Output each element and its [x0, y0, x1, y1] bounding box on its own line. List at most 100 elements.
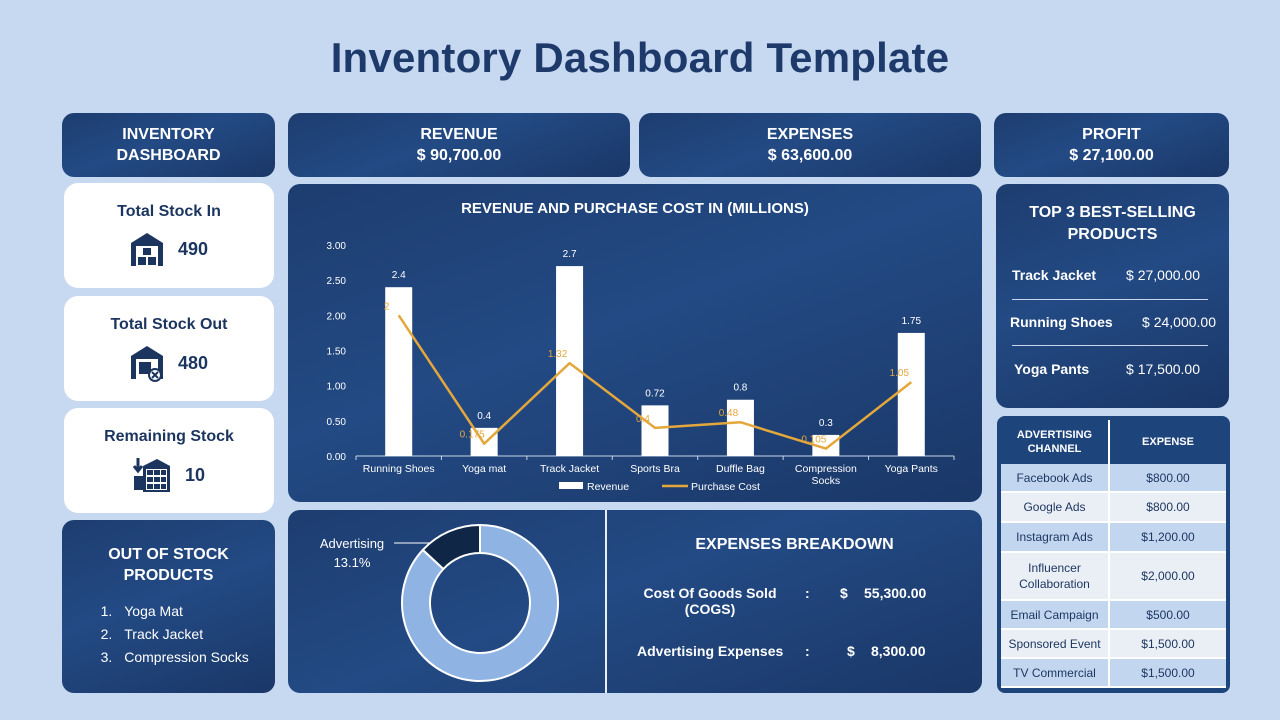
total-stock-out-card: Total Stock Out 480	[64, 296, 274, 401]
table-cell-expense: $500.00	[1109, 600, 1226, 630]
inventory-label-line1: INVENTORY	[122, 126, 215, 143]
x-tick-label: Socks	[812, 475, 841, 487]
profit-value: $ 27,100.00	[1069, 147, 1154, 164]
divider	[1012, 345, 1208, 346]
column-header-channel-line1: ADVERTISING	[1016, 429, 1093, 441]
warehouse-boxes-icon	[130, 233, 163, 266]
top3-item-value: $ 17,500.00	[1126, 361, 1200, 377]
table-cell-channel: Sponsored Event	[1001, 629, 1110, 659]
line-data-label: 1.32	[548, 349, 568, 360]
list-item-number: 1.	[100, 603, 113, 619]
inventory-label-line2: DASHBOARD	[116, 147, 221, 164]
bar	[726, 399, 754, 456]
bar-data-label: 0.4	[477, 411, 491, 422]
out-of-stock-title-line2: PRODUCTS	[123, 567, 214, 584]
line-data-label: 0.4	[636, 414, 650, 425]
top3-item-name: Running Shoes	[1010, 314, 1113, 330]
warehouse-out-icon	[130, 346, 163, 382]
advertising-currency: $	[847, 643, 855, 659]
panel-divider	[605, 510, 607, 693]
top3-title: TOP 3 BEST-SELLING PRODUCTS	[996, 202, 1229, 246]
top3-item: Track Jacket $ 27,000.00	[1012, 267, 1200, 283]
advertising-donut-chart	[394, 523, 559, 682]
out-of-stock-list: 1. Yoga Mat 2. Track Jacket 3. Compression …	[88, 600, 249, 669]
table-cell-channel: Instagram Ads	[1001, 522, 1110, 553]
line-data-label: 2	[384, 301, 390, 312]
table-cell-expense: $2,000.00	[1109, 552, 1226, 601]
top3-item-name: Track Jacket	[1012, 267, 1097, 283]
table-cell-expense: $800.00	[1109, 464, 1226, 493]
list-item-number: 3.	[100, 649, 113, 665]
top3-item: Yoga Pants $ 17,500.00	[1014, 361, 1200, 377]
table-cell-channel: TV Commercial	[1001, 658, 1110, 688]
table-cell-expense: $800.00	[1109, 492, 1226, 523]
divider	[1012, 299, 1208, 300]
advertising-expenses-label: Advertising Expenses	[637, 643, 784, 659]
x-tick-label: Running Shoes	[363, 463, 435, 475]
y-tick-label: 2.50	[327, 276, 347, 287]
out-of-stock-title-line1: OUT OF STOCK	[108, 546, 229, 563]
out-of-stock-card: OUT OF STOCK PRODUCTS 1. Yoga Mat 2. Track…	[62, 520, 275, 693]
purchase-cost-line	[397, 314, 913, 450]
table-row: Sponsored Event $1,500.00	[1001, 629, 1226, 659]
bar-data-label: 2.7	[563, 249, 577, 260]
top3-item-name: Yoga Pants	[1014, 361, 1090, 377]
total-stock-in-card: Total Stock In 490	[64, 183, 274, 288]
table-row: Influencer Collaboration $2,000.00	[1001, 552, 1226, 601]
inventory-dashboard-card: INVENTORY DASHBOARD	[62, 113, 275, 177]
cogs-label-line1: Cost Of Goods Sold	[643, 585, 777, 601]
y-tick-label: 2.00	[327, 311, 347, 322]
table-row: Email Campaign $500.00	[1001, 600, 1226, 630]
y-tick-label: 0.00	[327, 452, 347, 463]
total-stock-in-label: Total Stock In	[117, 203, 221, 220]
bar	[897, 332, 925, 456]
list-item-name: Track Jacket	[124, 626, 204, 642]
table-cell-channel: Google Ads	[1001, 492, 1110, 523]
list-item: 2. Track Jacket	[88, 623, 249, 646]
list-item: 3. Compression Socks	[88, 646, 249, 669]
chart-title: REVENUE AND PURCHASE COST IN (MILLIONS)	[461, 200, 809, 217]
column-header-channel-line2: CHANNEL	[1027, 443, 1082, 455]
table-cell-expense: $1,500.00	[1109, 629, 1226, 659]
expenses-card: EXPENSES $ 63,600.00	[639, 113, 981, 177]
donut-label: Advertising 13.1%	[312, 534, 392, 572]
advertising-table: ADVERTISING CHANNEL EXPENSE Facebook Ads…	[1001, 420, 1226, 688]
cogs-separator: :	[805, 585, 810, 601]
x-tick-label: Track Jacket	[540, 463, 599, 475]
bar-data-label: 2.4	[392, 270, 406, 281]
bar-data-label: 0.72	[645, 388, 665, 399]
list-item-name: Yoga Mat	[124, 603, 183, 619]
bar	[641, 405, 669, 456]
table-cell-channel: Email Campaign	[1001, 600, 1110, 630]
table-row: Facebook Ads $800.00	[1001, 464, 1226, 493]
y-tick-label: 3.00	[327, 241, 347, 252]
expenses-value: $ 63,600.00	[767, 147, 853, 164]
revenue-chart-panel: REVENUE AND PURCHASE COST IN (MILLIONS) …	[288, 184, 982, 502]
donut-label-name: Advertising	[319, 536, 385, 551]
profit-card: PROFIT $ 27,100.00	[994, 113, 1229, 177]
top3-title-line2: PRODUCTS	[1067, 226, 1158, 243]
advertising-table-card: ADVERTISING CHANNEL EXPENSE Facebook Ads…	[997, 416, 1230, 693]
cogs-value: 55,300.00	[864, 585, 927, 601]
page-title: Inventory Dashboard Template	[330, 34, 950, 81]
revenue-purchase-chart: 0.00 0.50 1.00 1.50 2.00 2.50 3.00 2.4 Running S…	[327, 241, 955, 493]
line-data-label: 0.105	[801, 435, 826, 446]
y-tick-label: 1.00	[327, 382, 347, 393]
expenses-breakdown-box: EXPENSES BREAKDOWN Cost Of Goods Sold (C…	[607, 510, 982, 693]
line-data-label: 0.175	[460, 430, 485, 441]
bar	[385, 287, 413, 456]
x-tick-label: Yoga Pants	[885, 463, 938, 475]
donut-label-pct: 13.1%	[333, 555, 371, 570]
top3-card: TOP 3 BEST-SELLING PRODUCTS Track Jacket…	[996, 184, 1229, 408]
expenses-breakdown-panel: Advertising 13.1% EXPENSES BREAKDOWN Cos…	[288, 510, 982, 693]
expenses-breakdown-title: EXPENSES BREAKDOWN	[695, 536, 894, 553]
revenue-card: REVENUE $ 90,700.00	[288, 113, 630, 177]
donut-slice	[401, 523, 559, 682]
x-tick-label: Sports Bra	[630, 463, 680, 475]
storage-shelves-icon	[132, 458, 170, 492]
remaining-stock-value: 10	[184, 464, 206, 485]
out-of-stock-title: OUT OF STOCK PRODUCTS	[108, 544, 229, 586]
x-tick-label: Duffle Bag	[716, 463, 765, 475]
advertising-value: 8,300.00	[871, 643, 926, 659]
column-header-expense: EXPENSE	[1142, 436, 1194, 448]
